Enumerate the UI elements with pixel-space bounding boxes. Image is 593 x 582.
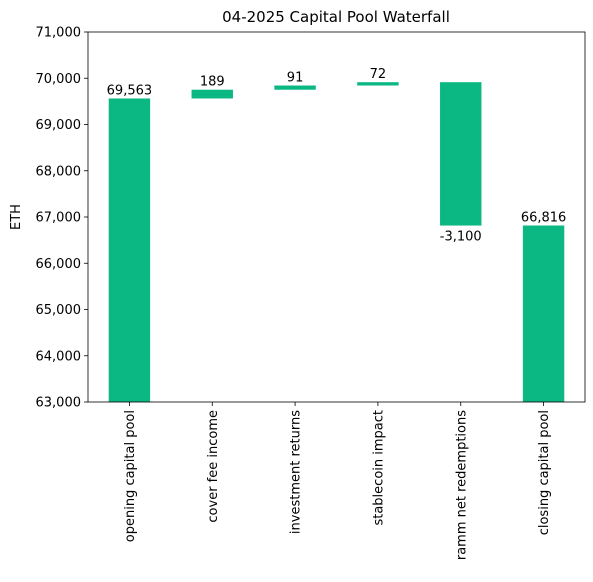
chart-title: 04-2025 Capital Pool Waterfall [222, 8, 450, 26]
bar-stablecoin-impact [357, 82, 399, 86]
x-tick-label: stablecoin impact [371, 410, 386, 526]
y-tick-label: 63,000 [36, 396, 82, 411]
x-tick-label: ramm net redemptions [454, 410, 469, 560]
y-tick-label: 65,000 [36, 303, 82, 318]
y-axis-label: ETH [9, 204, 24, 230]
data-label-opening-capital-pool: 69,563 [107, 83, 153, 98]
bar-ramm-net-redemptions [440, 82, 482, 226]
y-tick-label: 68,000 [36, 164, 82, 179]
y-tick-label: 66,000 [36, 257, 82, 272]
bar-closing-capital-pool [522, 225, 565, 402]
x-tick-label: closing capital pool [537, 410, 552, 535]
x-tick-label: cover fee income [206, 410, 221, 523]
data-label-closing-capital-pool: 66,816 [521, 211, 567, 226]
plot-frame [87, 31, 586, 403]
y-tick-label: 69,000 [36, 118, 82, 133]
y-tick-label: 67,000 [36, 211, 82, 226]
y-tick-label: 64,000 [36, 349, 82, 364]
data-label-ramm-net-redemptions: -3,100 [440, 230, 482, 245]
data-label-stablecoin-impact: 72 [370, 67, 387, 82]
x-tick-label: opening capital pool [123, 410, 138, 542]
bar-investment-returns [274, 85, 316, 90]
data-label-cover-fee-income: 189 [200, 75, 225, 90]
y-tick-label: 71,000 [36, 26, 82, 41]
bar-opening-capital-pool [108, 98, 151, 403]
bar-cover-fee-income [191, 89, 233, 99]
y-tick-label: 70,000 [36, 72, 82, 87]
x-tick-label: investment returns [289, 410, 304, 534]
plot-area: 69,563 opening capital pool 189 cover fee i… [36, 26, 586, 560]
data-label-investment-returns: 91 [287, 71, 304, 86]
